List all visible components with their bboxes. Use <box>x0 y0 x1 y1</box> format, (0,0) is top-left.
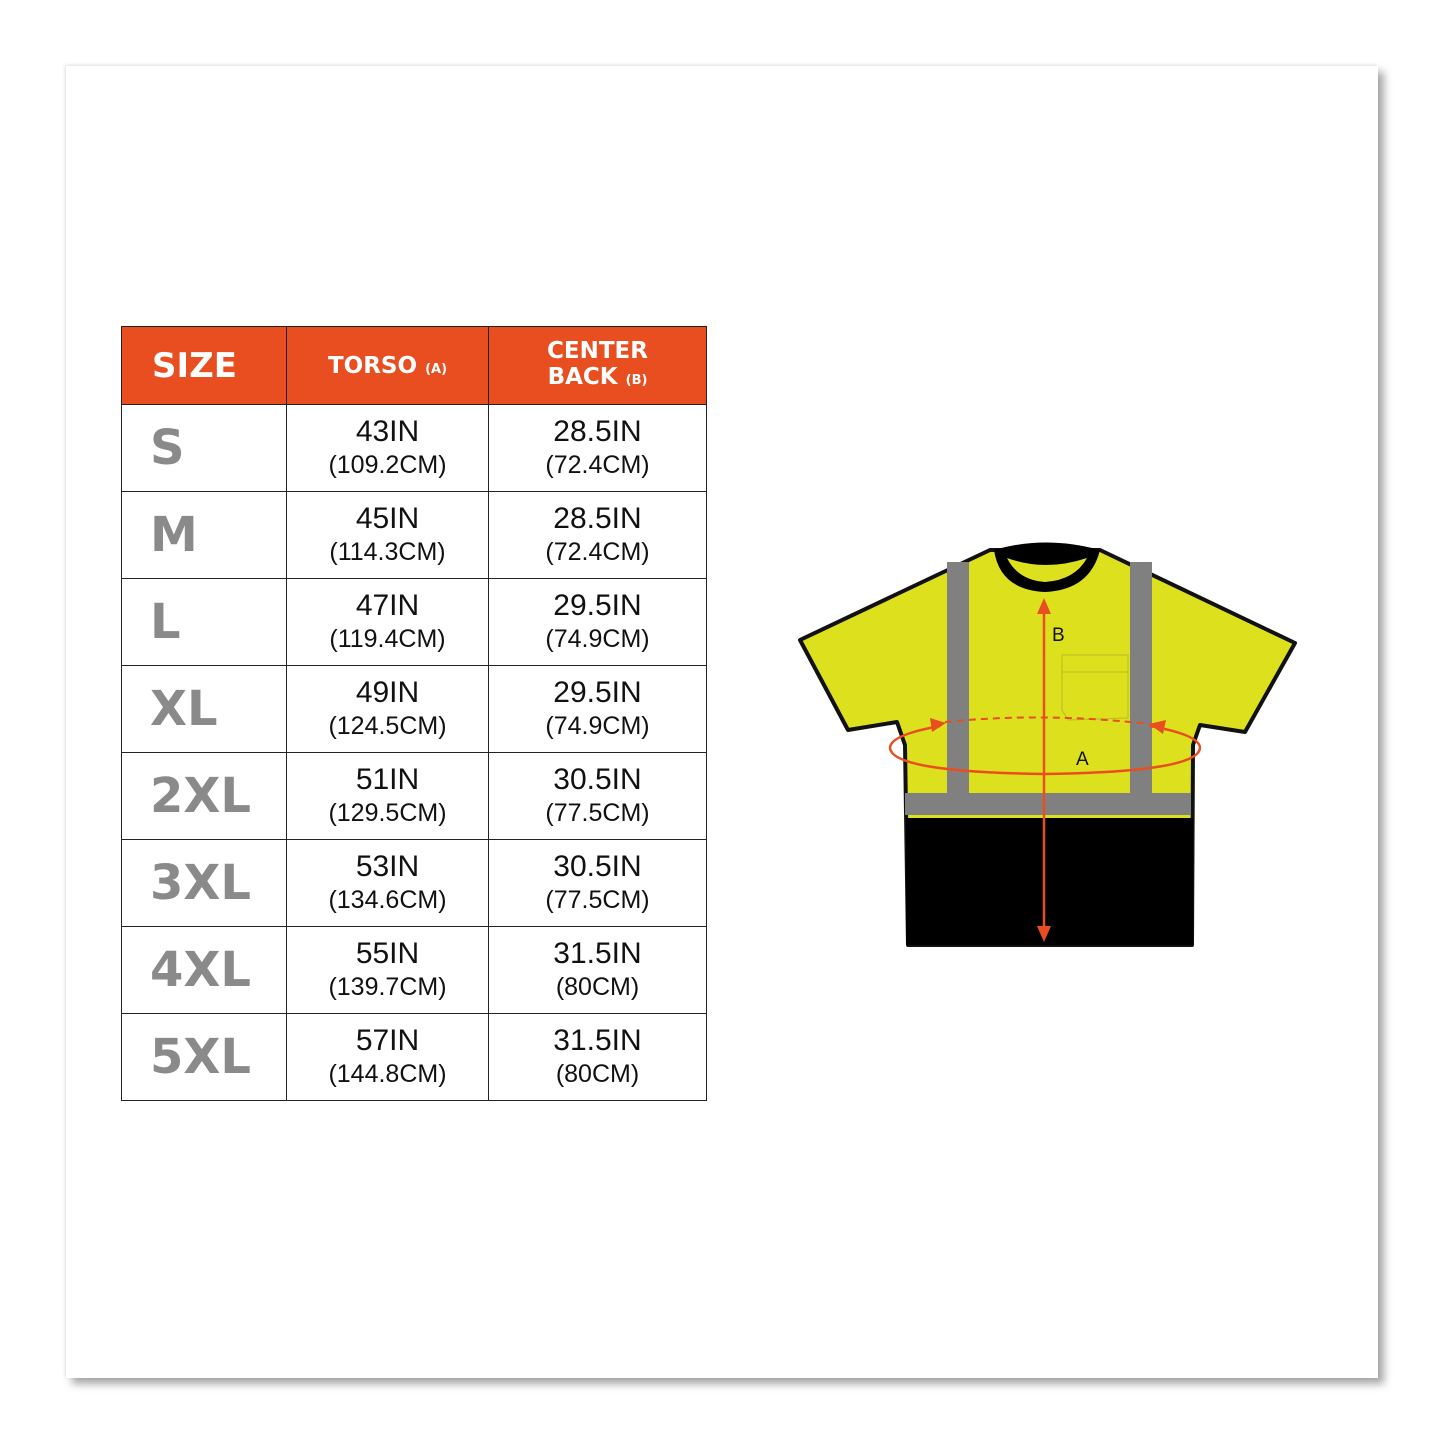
center-back-cell: 28.5IN (72.4CM) <box>488 404 707 492</box>
back-in: 29.5IN <box>553 588 642 622</box>
header-center-back-line1: CENTER <box>547 337 648 364</box>
torso-in: 51IN <box>355 762 420 796</box>
table-row: 3XL 53IN (134.6CM) 30.5IN (77.5CM) <box>121 839 707 927</box>
shirt-icon <box>798 542 1297 947</box>
size-cell: M <box>121 491 287 579</box>
torso-in: 57IN <box>355 1023 420 1057</box>
table-row: 4XL 55IN (139.7CM) 31.5IN (80CM) <box>121 926 707 1014</box>
label-a: A <box>1076 749 1089 770</box>
arrow-head-top <box>1037 598 1051 614</box>
measurement-arrows <box>888 598 1202 942</box>
torso-ellipse-front <box>888 724 1202 776</box>
back-in: 29.5IN <box>553 675 642 709</box>
center-back-cell: 31.5IN (80CM) <box>488 1013 707 1101</box>
torso-cm: (114.3CM) <box>329 537 446 566</box>
table-row: XL 49IN (124.5CM) 29.5IN (74.9CM) <box>121 665 707 753</box>
torso-cell: 53IN (134.6CM) <box>286 839 489 927</box>
header-row: SIZE TORSO (A) CENTER BACK (B) <box>121 326 707 405</box>
back-in: 30.5IN <box>553 762 642 796</box>
back-cm: (77.5CM) <box>545 885 650 914</box>
torso-cm: (124.5CM) <box>328 711 447 740</box>
back-cm: (74.9CM) <box>545 711 650 740</box>
reflective-stripe-left <box>947 562 969 794</box>
torso-in: 53IN <box>355 849 420 883</box>
torso-cm: (134.6CM) <box>328 885 447 914</box>
back-cm: (80CM) <box>555 1059 640 1088</box>
back-in: 31.5IN <box>553 936 642 970</box>
torso-cell: 55IN (139.7CM) <box>286 926 489 1014</box>
size-cell: L <box>121 578 287 666</box>
back-in: 31.5IN <box>553 1023 642 1057</box>
torso-in: 43IN <box>355 414 420 448</box>
back-in: 28.5IN <box>553 501 642 535</box>
torso-in: 55IN <box>355 936 420 970</box>
size-cell: 2XL <box>121 752 287 840</box>
header-torso: TORSO (A) <box>286 326 489 405</box>
collar-inner <box>1007 558 1087 582</box>
arrow-head-bottom <box>1037 926 1051 942</box>
shirt-black-lower <box>906 818 1193 945</box>
back-in: 28.5IN <box>553 414 642 448</box>
size-cell: 4XL <box>121 926 287 1014</box>
center-back-cell: 29.5IN (74.9CM) <box>488 578 707 666</box>
size-cell: 5XL <box>121 1013 287 1101</box>
size-cell: XL <box>121 665 287 753</box>
header-size: SIZE <box>121 326 287 405</box>
torso-cell: 45IN (114.3CM) <box>286 491 489 579</box>
header-center-back: CENTER BACK (B) <box>488 326 707 405</box>
table-row: M 45IN (114.3CM) 28.5IN (72.4CM) <box>121 491 707 579</box>
torso-in: 49IN <box>355 675 420 709</box>
back-cm: (77.5CM) <box>545 798 650 827</box>
header-torso-tag: (A) <box>425 361 448 377</box>
center-back-cell: 31.5IN (80CM) <box>488 926 707 1014</box>
torso-cell: 57IN (144.8CM) <box>286 1013 489 1101</box>
label-b: B <box>1052 625 1065 646</box>
torso-in: 47IN <box>355 588 420 622</box>
torso-cm: (129.5CM) <box>328 798 447 827</box>
back-in: 30.5IN <box>553 849 642 883</box>
back-cm: (72.4CM) <box>545 450 650 479</box>
torso-cell: 51IN (129.5CM) <box>286 752 489 840</box>
header-center-back-line2: BACK <box>547 363 618 390</box>
arrow-head-right <box>1149 720 1166 734</box>
back-cm: (74.9CM) <box>545 624 650 653</box>
back-cm: (72.4CM) <box>545 537 650 566</box>
torso-cm: (144.8CM) <box>328 1059 447 1088</box>
header-torso-label: TORSO <box>327 352 418 379</box>
header-center-back-tag: (B) <box>625 372 648 388</box>
size-chart-table: SIZE TORSO (A) CENTER BACK (B) S 43IN (109.… <box>121 326 707 1101</box>
torso-cm: (119.4CM) <box>329 624 446 653</box>
torso-cm: (109.2CM) <box>328 450 447 479</box>
center-back-cell: 28.5IN (72.4CM) <box>488 491 707 579</box>
size-cell: 3XL <box>121 839 287 927</box>
torso-ellipse-back <box>944 716 1151 725</box>
center-back-cell: 29.5IN (74.9CM) <box>488 665 707 753</box>
table-row: L 47IN (119.4CM) 29.5IN (74.9CM) <box>121 578 707 666</box>
back-cm: (80CM) <box>555 972 640 1001</box>
reflective-stripe-right <box>1130 562 1152 794</box>
arrow-head-left <box>930 718 946 732</box>
table-row: 5XL 57IN (144.8CM) 31.5IN (80CM) <box>121 1013 707 1101</box>
pocket-outline <box>1061 654 1129 721</box>
center-back-cell: 30.5IN (77.5CM) <box>488 839 707 927</box>
torso-in: 45IN <box>355 501 420 535</box>
reflective-stripe-horizontal <box>905 793 1191 815</box>
torso-cell: 43IN (109.2CM) <box>286 404 489 492</box>
torso-cm: (139.7CM) <box>328 972 447 1001</box>
table-row: S 43IN (109.2CM) 28.5IN (72.4CM) <box>121 404 707 492</box>
